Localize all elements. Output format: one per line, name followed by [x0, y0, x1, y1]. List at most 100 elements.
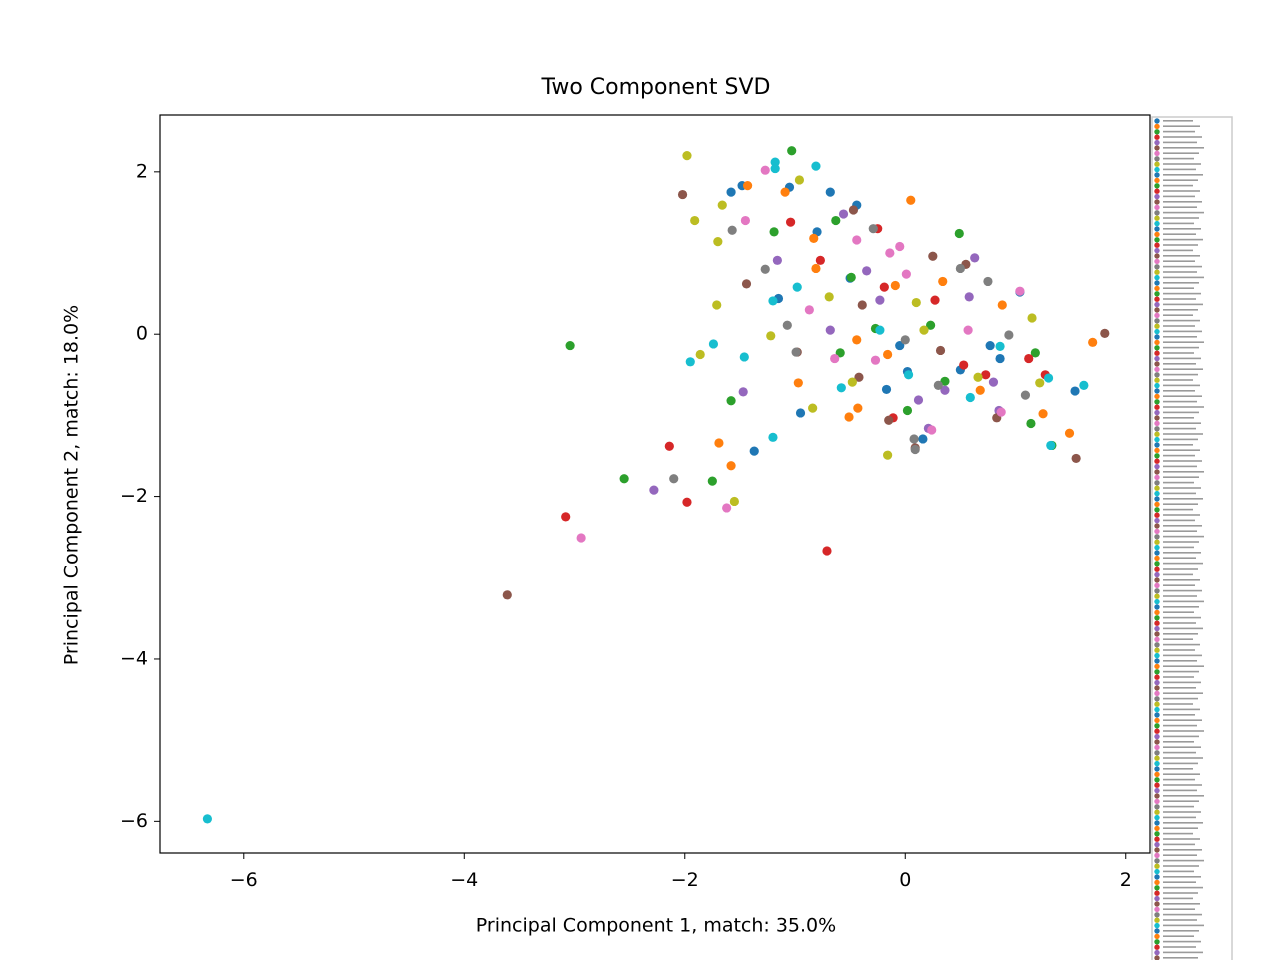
scatter-point: [1030, 348, 1040, 358]
scatter-point: [825, 325, 835, 335]
legend-swatch: [1154, 831, 1160, 837]
legend-swatch: [1154, 922, 1160, 929]
legend-entry-placeholder: [1163, 244, 1198, 246]
legend-swatch: [1154, 534, 1160, 540]
scatter-point: [970, 253, 980, 263]
legend-swatch: [1154, 544, 1160, 551]
scatter-point: [727, 225, 737, 235]
legend-swatch: [1154, 685, 1160, 691]
scatter-point: [729, 496, 739, 507]
legend-swatch: [1154, 782, 1160, 788]
legend-entry-placeholder: [1163, 222, 1194, 225]
y-tick-label: 2: [136, 160, 148, 182]
legend-swatch: [1154, 598, 1160, 605]
legend-entry-placeholder: [1163, 168, 1196, 171]
scatter-point: [804, 305, 814, 315]
scatter-point: [811, 161, 821, 171]
legend-entry-placeholder: [1163, 535, 1204, 538]
scatter-point: [954, 228, 964, 239]
legend-swatch: [1154, 809, 1160, 815]
scatter-point: [875, 325, 885, 335]
legend-swatch: [1154, 139, 1160, 146]
axes-frame: [159, 114, 1151, 854]
legend-swatch: [1154, 193, 1160, 200]
legend-swatch: [1154, 496, 1160, 502]
legend-swatch: [1154, 129, 1160, 135]
scatter-point: [738, 387, 748, 397]
scatter-point: [870, 355, 881, 365]
legend-swatch: [1154, 879, 1160, 886]
legend-entry-placeholder: [1163, 589, 1202, 592]
scatter-point: [793, 378, 803, 388]
legend-entry-placeholder: [1163, 206, 1197, 208]
legend-swatch: [1154, 787, 1160, 794]
scatter-point: [959, 360, 969, 370]
legend-entry-placeholder: [1163, 174, 1203, 176]
legend-entry-placeholder: [1163, 557, 1196, 559]
legend-entry-placeholder: [1163, 800, 1199, 802]
legend-swatch: [1154, 885, 1160, 891]
scatter-point: [895, 340, 905, 351]
legend-swatch: [1154, 345, 1160, 351]
legend-swatch: [1154, 669, 1160, 675]
legend-entry-placeholder: [1163, 935, 1194, 937]
legend-swatch: [1154, 949, 1160, 956]
scatter-point: [677, 189, 688, 200]
y-axis-label: Principal Component 2, match: 18.0%: [61, 305, 83, 665]
legend-swatch: [1154, 480, 1160, 486]
legend-swatch: [1154, 172, 1160, 178]
scatter-point: [714, 438, 724, 448]
legend-entry-placeholder: [1163, 147, 1204, 149]
legend-swatch: [1154, 280, 1160, 286]
scatter-point: [903, 370, 914, 380]
legend-swatch: [1154, 517, 1160, 524]
scatter-point: [830, 353, 840, 364]
legend-entry-placeholder: [1163, 751, 1196, 754]
legend-swatch: [1154, 339, 1160, 346]
legend-entry-placeholder: [1163, 784, 1202, 786]
legend-swatch: [1154, 161, 1160, 167]
legend-entry-placeholder: [1163, 492, 1196, 495]
scatter-point: [913, 395, 924, 405]
legend-swatch: [1154, 825, 1160, 832]
scatter-point: [815, 255, 825, 265]
legend-swatch: [1154, 436, 1160, 443]
scatter-point: [770, 163, 780, 174]
legend-swatch: [1154, 642, 1160, 648]
legend-entry-placeholder: [1163, 217, 1199, 219]
legend-swatch: [1154, 755, 1160, 761]
legend-entry-placeholder: [1163, 238, 1203, 241]
legend-swatch: [1154, 625, 1160, 632]
scatter-point: [1004, 330, 1014, 340]
legend-swatch: [1154, 188, 1160, 194]
scatter-point: [1088, 337, 1098, 347]
legend-swatch: [1154, 874, 1160, 880]
legend-entry-placeholder: [1163, 568, 1198, 570]
scatter-point: [1015, 286, 1025, 296]
scatter-point: [935, 345, 946, 356]
legend-entry-placeholder: [1163, 444, 1193, 446]
scatter-point: [901, 269, 911, 279]
scatter-point: [906, 195, 916, 205]
legend-swatch: [1154, 312, 1160, 319]
legend-entry-placeholder: [1163, 352, 1194, 354]
scatter-point: [928, 251, 938, 261]
legend-swatch: [1154, 399, 1160, 405]
legend-entry-placeholder: [1163, 141, 1197, 144]
legend-swatch: [1154, 631, 1160, 637]
legend-swatch: [1154, 507, 1160, 513]
legend-entry-placeholder: [1163, 676, 1194, 678]
legend-swatch: [1154, 852, 1160, 859]
legend-swatch: [1154, 145, 1160, 151]
scatter-point: [883, 349, 893, 360]
legend-entry-placeholder: [1163, 201, 1202, 203]
x-axis-label: Principal Component 1, match: 35.0%: [476, 915, 836, 937]
legend-entry-placeholder: [1163, 930, 1199, 932]
scatter-point: [890, 280, 900, 291]
legend-entry-placeholder: [1163, 681, 1201, 684]
legend-entry-placeholder: [1163, 514, 1200, 516]
legend-swatch: [1154, 372, 1160, 378]
legend-entry-placeholder: [1163, 130, 1195, 133]
legend-swatch: [1154, 150, 1160, 157]
legend-entry-placeholder: [1163, 795, 1204, 797]
